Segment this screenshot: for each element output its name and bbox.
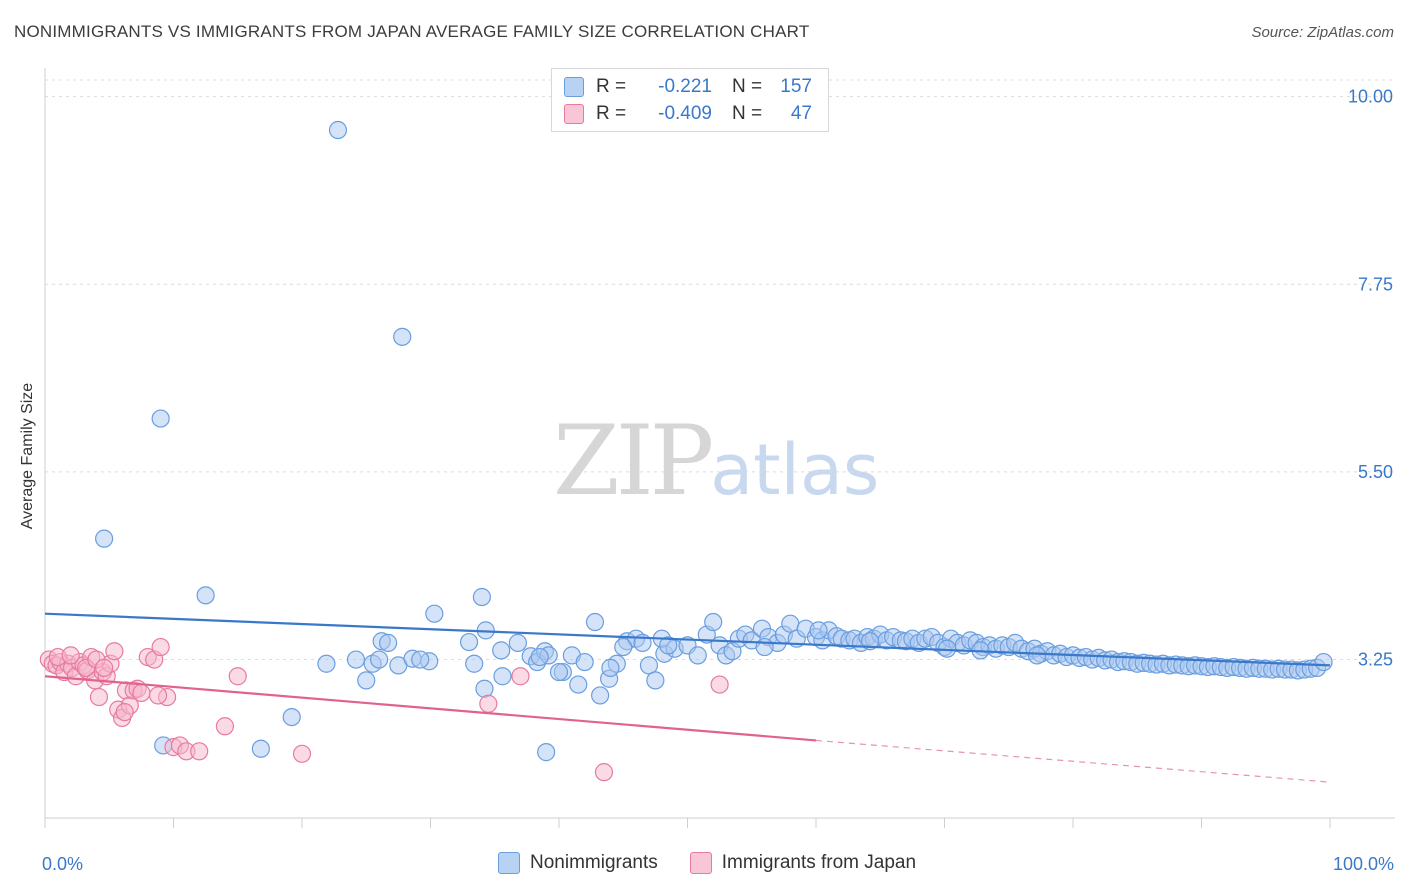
nonimmigrant-point [328, 120, 348, 140]
japan-immigrant-point [89, 687, 109, 707]
nonimmigrant-point [860, 632, 880, 651]
nonimmigrant-point [809, 621, 828, 640]
legend-label: Nonimmigrants [530, 852, 658, 873]
nonimmigrant-point [317, 654, 336, 673]
nonimmigrant-point [614, 637, 633, 657]
nonimmigrant-point [492, 641, 511, 660]
legend-row-japan: R = -0.409 N = 47 [564, 102, 812, 126]
nonimmigrant-point [95, 529, 114, 548]
japan-immigrant-point [190, 742, 209, 761]
japan-immigrant-point [594, 763, 614, 782]
nonimmigrant-point [755, 637, 774, 657]
japan-trend-line-extrapolated [815, 739, 1331, 783]
legend-swatch-pink [564, 104, 584, 124]
nonimmigrant-point [282, 707, 301, 727]
x-tick-label: 100.0% [1333, 854, 1394, 874]
japan-immigrant-point [132, 683, 151, 703]
nonimmigrant-point [585, 612, 605, 632]
japan-immigrant-point [61, 646, 80, 665]
nonimmigrant-point [370, 650, 389, 669]
y-tick-label: 7.75 [1358, 274, 1393, 294]
nonimmigrant-point [493, 667, 512, 686]
watermark-atlas: atlas [710, 429, 880, 511]
nonimmigrant-point [346, 650, 366, 669]
chart-source: Source: ZipAtlas.com [1251, 24, 1394, 41]
nonimmigrant-point [475, 679, 494, 698]
nonimmigrant-point [459, 632, 479, 652]
nonimmigrant-point [393, 327, 412, 346]
chart-title: NONIMMIGRANTS VS IMMIGRANTS FROM JAPAN A… [14, 22, 810, 41]
series-legend: Nonimmigrants Immigrants from Japan [498, 852, 948, 874]
legend-r-label: R = [596, 103, 627, 124]
legend-swatch-blue [498, 852, 520, 874]
nonimmigrant-point [688, 646, 707, 665]
y-tick-label: 3.25 [1358, 650, 1393, 670]
y-tick-label: 10.00 [1348, 87, 1393, 107]
nonimmigrant-point [425, 604, 444, 623]
nonimmigrant-point [251, 739, 270, 758]
nonimmigrant-point [411, 650, 430, 669]
japan-immigrant-point [215, 717, 234, 736]
correlation-legend: R = -0.221 N = 157 R = -0.409 N = 47 [551, 68, 829, 132]
nonimmigrant-point [378, 633, 398, 652]
nonimmigrant-point [646, 671, 665, 690]
nonimmigrant-point [704, 612, 723, 632]
x-tick-label: 0.0% [42, 854, 83, 874]
nonimmigrant-point [508, 633, 527, 652]
nonimmigrant-point [1314, 652, 1333, 672]
japan-immigrant-point [148, 686, 168, 705]
nonimmigrant-trend-line [44, 612, 1331, 667]
watermark-zip: ZIP [553, 405, 714, 517]
legend-label: Immigrants from Japan [721, 852, 917, 873]
japan-immigrant-point [479, 694, 498, 713]
japan-immigrant-point [511, 667, 530, 686]
nonimmigrant-point [569, 675, 588, 694]
japan-immigrant-point [105, 642, 124, 661]
legend-swatch-blue [564, 77, 584, 97]
japan-immigrant-point [95, 658, 114, 677]
nonimmigrant-point [357, 671, 376, 690]
japan-immigrant-point [151, 637, 170, 657]
y-tick-label: 5.50 [1358, 462, 1393, 482]
nonimmigrant-point [659, 636, 678, 655]
nonimmigrant-point [465, 654, 484, 673]
legend-r-value: -0.409 [658, 103, 712, 124]
nonimmigrant-point [601, 658, 620, 677]
legend-item-immigrants-japan[interactable]: Immigrants from Japan [689, 852, 917, 874]
legend-row-nonimmigrants: R = -0.221 N = 157 [564, 75, 812, 99]
legend-r-value: -0.221 [658, 76, 712, 97]
nonimmigrant-point [575, 652, 594, 672]
nonimmigrant-point [591, 686, 610, 705]
legend-item-nonimmigrants[interactable]: Nonimmigrants [498, 852, 658, 874]
nonimmigrant-point [549, 662, 569, 682]
japan-immigrant-point [228, 667, 247, 686]
legend-n-label: N = [731, 103, 763, 124]
nonimmigrant-point [151, 409, 170, 428]
legend-n-label: N = [731, 76, 763, 97]
japan-immigrant-point [292, 744, 312, 763]
nonimmigrant-point [472, 587, 491, 607]
nonimmigrant-point [530, 647, 549, 667]
japan-immigrant-point [115, 702, 134, 722]
nonimmigrant-point [196, 586, 215, 605]
watermark: ZIPatlas [553, 405, 879, 517]
nonimmigrant-point [639, 656, 659, 675]
nonimmigrant-point [1027, 646, 1047, 665]
legend-r-label: R = [596, 76, 627, 97]
legend-swatch-pink [689, 852, 712, 874]
legend-n-value: 157 [780, 76, 812, 97]
japan-trend-line [44, 675, 817, 742]
legend-n-value: 47 [790, 103, 812, 124]
nonimmigrant-point [537, 743, 556, 762]
japan-immigrant-point [710, 675, 729, 694]
